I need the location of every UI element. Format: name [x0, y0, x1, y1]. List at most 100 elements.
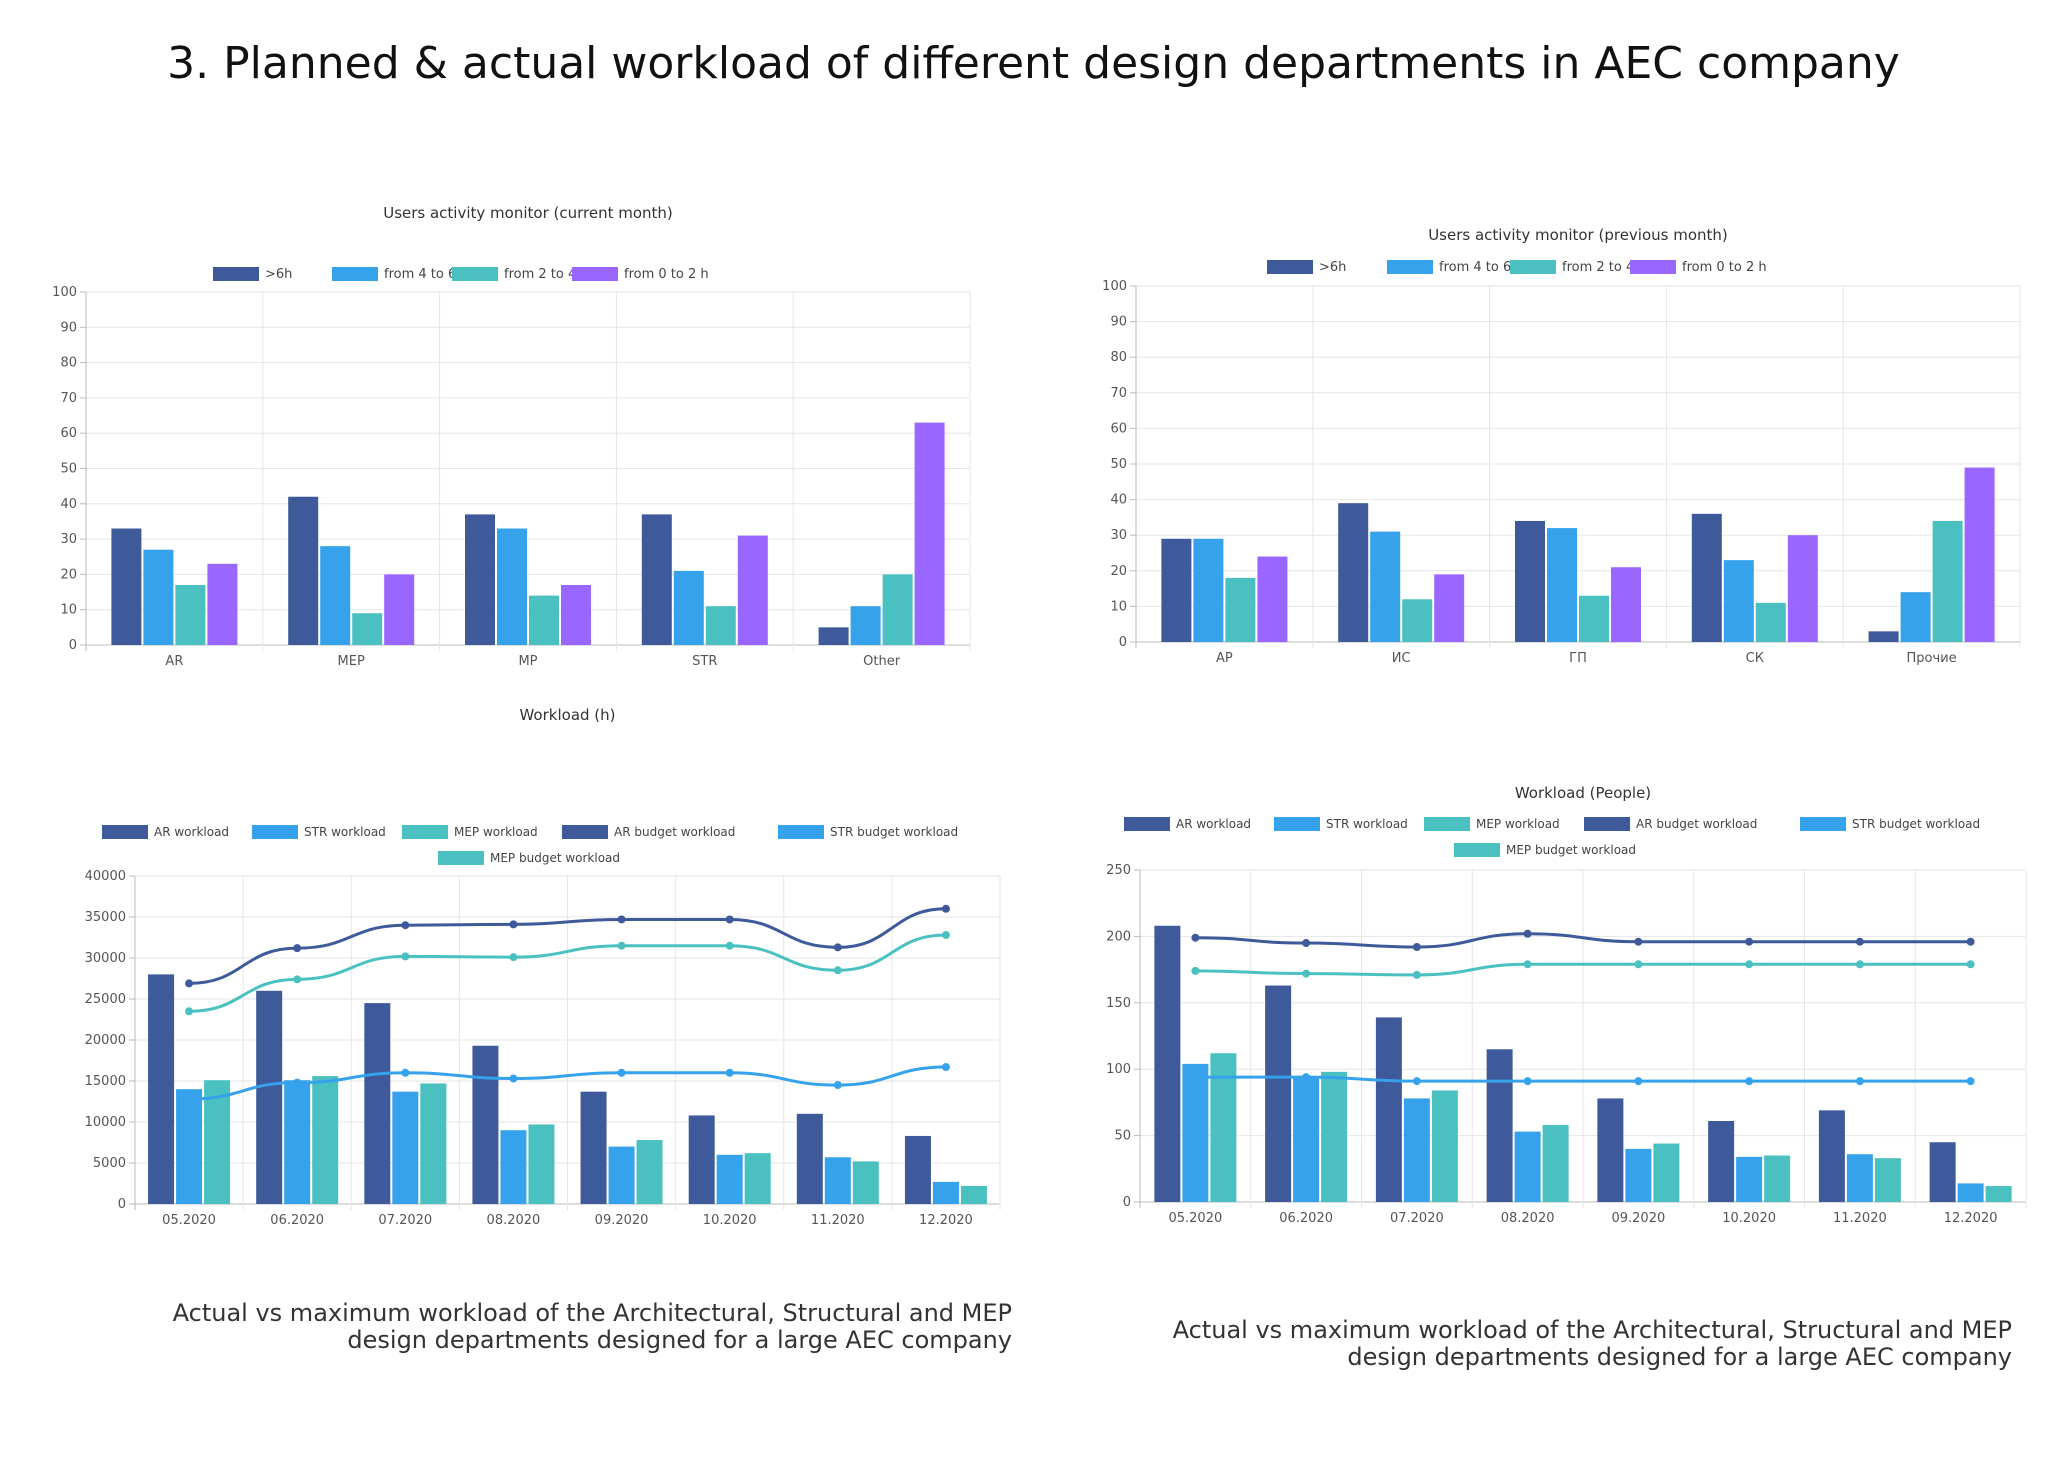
chart3-point-str-budget-workload-05-2020[interactable] [1191, 1073, 1200, 1082]
chart2-point-str-budget-workload-08-2020[interactable] [509, 1074, 518, 1083]
chart2-bar-str-workload-09-2020[interactable] [608, 1146, 635, 1204]
chart1-bar-from-0-to-2-h-item[interactable] [1787, 535, 1818, 642]
chart3-point-mep-budget-workload-10-2020[interactable] [1745, 960, 1754, 969]
chart3-legend-item-str-workload[interactable]: STR workload [1274, 817, 1408, 831]
chart2-point-ar-budget-workload-12-2020[interactable] [941, 904, 950, 913]
chart2-bar-ar-workload-10-2020[interactable] [688, 1115, 715, 1204]
chart3-bar-mep-workload-11-2020[interactable] [1874, 1158, 1901, 1202]
chart2-point-ar-budget-workload-05-2020[interactable] [185, 979, 194, 988]
chart2-line-mep-budget-workload[interactable] [189, 933, 946, 1013]
chart3-point-mep-budget-workload-08-2020[interactable] [1523, 960, 1532, 969]
chart3-legend-item-str-budget-workload[interactable]: STR budget workload [1800, 817, 1980, 831]
chart3-point-str-budget-workload-11-2020[interactable] [1855, 1077, 1864, 1086]
chart1-bar-6h-item[interactable] [1691, 513, 1722, 642]
chart0-legend-item-from-2-to-4-h[interactable]: from 2 to 4 h [452, 267, 589, 282]
chart3-point-ar-budget-workload-07-2020[interactable] [1412, 943, 1421, 952]
chart2-line-str-budget-workload[interactable] [189, 1065, 946, 1101]
chart3-bar-str-workload-09-2020[interactable] [1625, 1148, 1652, 1202]
chart2-point-ar-budget-workload-06-2020[interactable] [293, 944, 302, 953]
chart0-legend-item-from-4-to-6-h[interactable]: from 4 to 6 h [332, 267, 469, 282]
chart2-legend-item-ar-budget-workload[interactable]: AR budget workload [562, 825, 735, 839]
chart1-bar-6h-item[interactable] [1515, 520, 1545, 642]
chart3-bar-str-workload-06-2020[interactable] [1293, 1077, 1320, 1202]
chart3-point-str-budget-workload-09-2020[interactable] [1634, 1077, 1643, 1086]
chart1-bar-from-0-to-2-h-item[interactable] [1434, 574, 1465, 642]
chart3-point-mep-budget-workload-07-2020[interactable] [1412, 970, 1421, 979]
chart2-point-mep-budget-workload-08-2020[interactable] [509, 953, 518, 962]
chart1-bar-from-2-to-4-h-item[interactable] [1225, 577, 1256, 642]
chart2-bar-str-workload-08-2020[interactable] [500, 1130, 527, 1204]
chart0-bar-from-0-to-2-h-mep[interactable] [384, 574, 415, 645]
chart0-bar-from-2-to-4-h-mp[interactable] [529, 595, 559, 645]
chart2-point-str-budget-workload-06-2020[interactable] [293, 1078, 302, 1087]
chart1-bar-from-2-to-4-h-item[interactable] [1402, 599, 1433, 642]
chart2-point-mep-budget-workload-11-2020[interactable] [833, 966, 842, 975]
chart1-bar-from-2-to-4-h-item[interactable] [1579, 595, 1609, 642]
chart3-point-mep-budget-workload-05-2020[interactable] [1191, 966, 1200, 975]
chart3-legend-item-ar-workload[interactable]: AR workload [1124, 817, 1251, 831]
chart0-bar-from-4-to-6-h-mp[interactable] [497, 528, 527, 645]
chart3-point-ar-budget-workload-09-2020[interactable] [1634, 937, 1643, 946]
chart0-bar-from-0-to-2-h-ar[interactable] [207, 563, 238, 645]
chart3-point-mep-budget-workload-12-2020[interactable] [1966, 960, 1975, 969]
chart3-bar-ar-workload-06-2020[interactable] [1265, 985, 1292, 1202]
chart3-legend-item-ar-budget-workload[interactable]: AR budget workload [1584, 817, 1757, 831]
chart1-bar-6h-item[interactable] [1161, 538, 1192, 642]
chart3-bar-mep-workload-05-2020[interactable] [1210, 1053, 1237, 1202]
chart0-bar-from-4-to-6-h-mep[interactable] [320, 546, 351, 645]
chart1-bar-from-4-to-6-h-item[interactable] [1723, 560, 1754, 642]
chart2-point-str-budget-workload-10-2020[interactable] [725, 1068, 734, 1077]
chart2-point-ar-budget-workload-10-2020[interactable] [725, 915, 734, 924]
chart1-legend-item-6h[interactable]: >6h [1267, 260, 1346, 275]
chart2-point-mep-budget-workload-06-2020[interactable] [293, 975, 302, 984]
chart3-legend-item-mep-workload[interactable]: MEP workload [1424, 817, 1560, 831]
chart3-point-ar-budget-workload-11-2020[interactable] [1855, 937, 1864, 946]
chart3-bar-str-workload-07-2020[interactable] [1403, 1098, 1430, 1202]
chart0-bar-6h-ar[interactable] [111, 528, 142, 645]
chart0-bar-from-4-to-6-h-str[interactable] [673, 570, 704, 645]
chart3-bar-ar-workload-05-2020[interactable] [1154, 925, 1181, 1202]
chart2-bar-ar-workload-09-2020[interactable] [580, 1091, 607, 1204]
chart0-bar-from-2-to-4-h-str[interactable] [705, 606, 736, 645]
chart0-legend-item-from-0-to-2-h[interactable]: from 0 to 2 h [572, 267, 709, 282]
chart0-bar-from-2-to-4-h-other[interactable] [882, 574, 913, 645]
chart0-bar-from-4-to-6-h-ar[interactable] [143, 549, 174, 645]
chart1-bar-from-2-to-4-h-item[interactable] [1932, 520, 1963, 642]
chart0-bar-6h-mp[interactable] [465, 514, 495, 645]
chart3-bar-str-workload-11-2020[interactable] [1846, 1154, 1873, 1202]
chart2-bar-ar-workload-11-2020[interactable] [796, 1113, 823, 1204]
chart3-bar-mep-workload-06-2020[interactable] [1321, 1071, 1348, 1202]
chart0-bar-from-4-to-6-h-other[interactable] [850, 606, 881, 645]
chart0-bar-from-0-to-2-h-str[interactable] [737, 535, 768, 645]
chart2-legend-item-str-workload[interactable]: STR workload [252, 825, 386, 839]
chart2-point-str-budget-workload-11-2020[interactable] [833, 1081, 842, 1090]
chart3-bar-mep-workload-10-2020[interactable] [1764, 1155, 1791, 1202]
chart2-legend-item-str-budget-workload[interactable]: STR budget workload [778, 825, 958, 839]
chart2-bar-str-workload-05-2020[interactable] [176, 1089, 203, 1204]
chart2-bar-mep-workload-12-2020[interactable] [960, 1185, 987, 1204]
chart1-bar-from-4-to-6-h-item[interactable] [1900, 592, 1931, 642]
chart3-point-str-budget-workload-12-2020[interactable] [1966, 1077, 1975, 1086]
chart3-point-str-budget-workload-06-2020[interactable] [1302, 1073, 1311, 1082]
chart0-bar-from-2-to-4-h-mep[interactable] [352, 613, 383, 645]
chart2-point-mep-budget-workload-12-2020[interactable] [941, 931, 950, 940]
chart3-bar-str-workload-08-2020[interactable] [1514, 1131, 1541, 1202]
chart2-point-ar-budget-workload-09-2020[interactable] [617, 915, 626, 924]
chart2-point-str-budget-workload-12-2020[interactable] [941, 1063, 950, 1072]
chart3-bar-str-workload-05-2020[interactable] [1182, 1063, 1209, 1202]
chart2-legend-item-mep-workload[interactable]: MEP workload [402, 825, 538, 839]
chart2-bar-mep-workload-07-2020[interactable] [420, 1083, 447, 1204]
chart3-bar-ar-workload-09-2020[interactable] [1597, 1098, 1624, 1202]
chart2-bar-mep-workload-06-2020[interactable] [312, 1076, 339, 1204]
chart2-bar-mep-workload-08-2020[interactable] [528, 1124, 555, 1204]
chart1-bar-from-4-to-6-h-item[interactable] [1370, 531, 1401, 642]
chart3-point-str-budget-workload-07-2020[interactable] [1412, 1077, 1421, 1086]
chart3-bar-ar-workload-07-2020[interactable] [1375, 1017, 1402, 1202]
chart1-bar-from-0-to-2-h-item[interactable] [1257, 556, 1288, 642]
chart0-legend-item-6h[interactable]: >6h [213, 267, 292, 282]
chart2-point-str-budget-workload-05-2020[interactable] [185, 1095, 194, 1104]
chart2-bar-mep-workload-09-2020[interactable] [636, 1140, 663, 1204]
chart2-bar-str-workload-10-2020[interactable] [716, 1154, 743, 1204]
chart1-legend-item-from-2-to-4-h[interactable]: from 2 to 4 h [1510, 260, 1647, 275]
chart1-bar-6h-item[interactable] [1868, 631, 1899, 642]
